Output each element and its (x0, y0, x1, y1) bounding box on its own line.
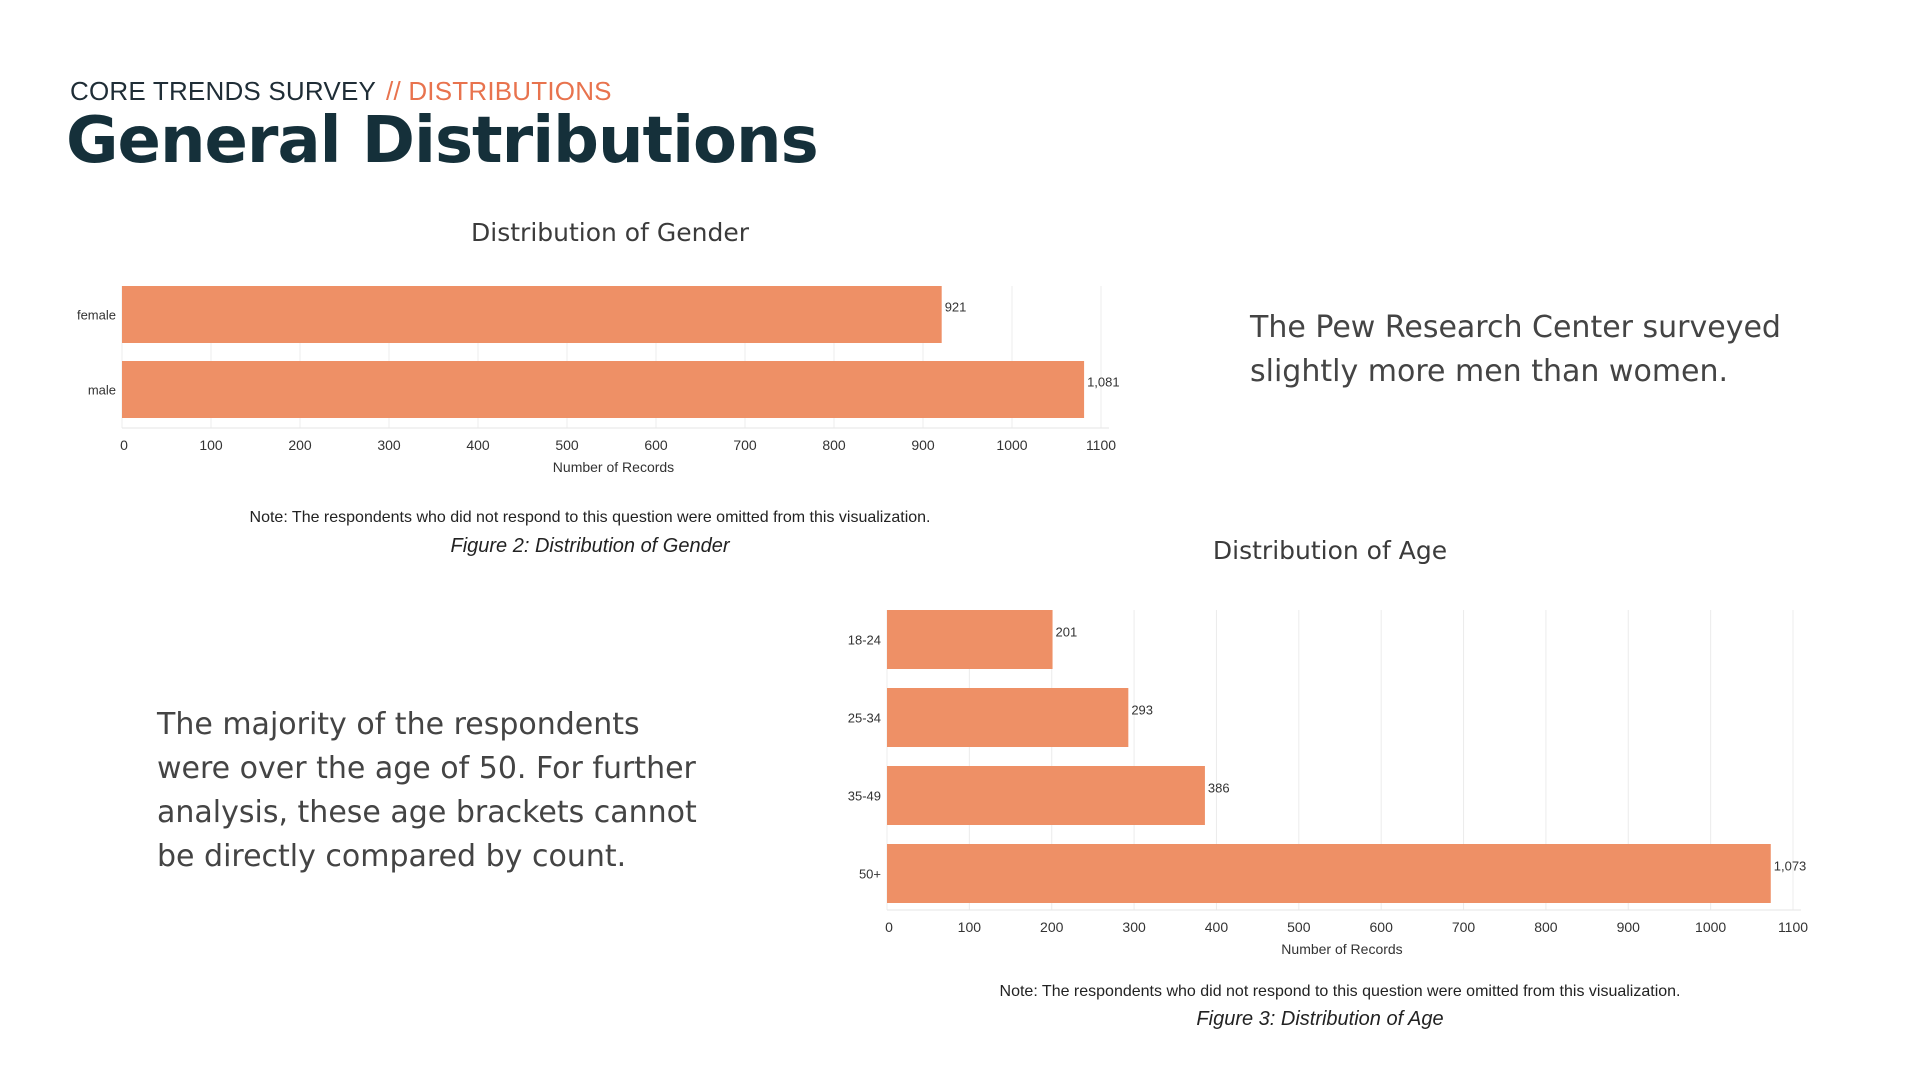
gender-bar (122, 286, 942, 343)
age-value-label: 1,073 (1774, 859, 1807, 874)
age-x-axis-label: Number of Records (1281, 941, 1402, 957)
age-category-label: 35-49 (848, 789, 881, 804)
gender-tick-label: 900 (911, 437, 935, 453)
age-tick-label: 700 (1452, 919, 1476, 935)
gender-value-label: 921 (945, 300, 967, 315)
gender-tick-label: 300 (377, 437, 401, 453)
gender-chart-note: Note: The respondents who did not respon… (249, 509, 931, 526)
age-category-label: 25-34 (848, 711, 881, 726)
age-value-label: 201 (1056, 625, 1078, 640)
kicker-label: CORE TRENDS SURVEY (70, 76, 377, 106)
gender-bar (122, 361, 1085, 418)
page-header: CORE TRENDS SURVEY // DISTRIBUTIONS (70, 76, 612, 107)
age-blurb-line: The majority of the respondents (157, 707, 640, 742)
gender-tick-label: 800 (822, 437, 846, 453)
gender-tick-label: 400 (466, 437, 490, 453)
gender-value-label: 1,081 (1087, 375, 1120, 390)
age-value-label: 386 (1208, 781, 1230, 796)
gender-chart-title: Distribution of Gender (471, 218, 749, 247)
age-blurb-line: analysis, these age brackets cannot (157, 795, 697, 830)
gender-tick-label: 200 (288, 437, 312, 453)
age-tick-label: 100 (958, 919, 982, 935)
age-blurb: The majority of the respondents were ove… (157, 703, 777, 879)
age-category-label: 18-24 (848, 633, 881, 648)
age-bar (887, 844, 1771, 903)
section-kicker: CORE TRENDS SURVEY // DISTRIBUTIONS (70, 76, 612, 107)
age-category-label: 50+ (859, 867, 881, 882)
gender-tick-label: 1100 (1086, 437, 1116, 453)
gender-blurb-line: The Pew Research Center surveyed (1250, 310, 1781, 345)
gender-tick-label: 0 (120, 437, 128, 453)
gender-tick-label: 700 (733, 437, 757, 453)
age-tick-label: 400 (1205, 919, 1229, 935)
age-tick-label: 300 (1122, 919, 1146, 935)
age-tick-label: 600 (1370, 919, 1394, 935)
age-blurb-line: be directly compared by count. (157, 839, 627, 874)
age-chart-caption: Figure 3: Distribution of Age (1196, 1008, 1444, 1030)
age-tick-label: 200 (1040, 919, 1064, 935)
age-chart-title: Distribution of Age (1212, 536, 1448, 565)
age-tick-label: 1100 (1778, 919, 1808, 935)
gender-x-axis-label: Number of Records (553, 459, 674, 475)
gender-category-label: male (88, 383, 116, 398)
gender-tick-label: 100 (199, 437, 223, 453)
gender-blurb-line: slightly more men than women. (1250, 354, 1729, 389)
age-chart-note: Note: The respondents who did not respon… (999, 983, 1681, 1000)
gender-tick-label: 600 (644, 437, 668, 453)
gender-tick-label: 1000 (996, 437, 1027, 453)
age-tick-label: 1000 (1695, 919, 1726, 935)
gender-tick-label: 500 (555, 437, 579, 453)
age-tick-label: 900 (1617, 919, 1641, 935)
age-bar (887, 610, 1053, 669)
age-tick-label: 0 (885, 919, 893, 935)
age-value-label: 293 (1131, 703, 1153, 718)
age-blurb-line: were over the age of 50. For further (157, 751, 696, 786)
gender-category-label: female (77, 308, 116, 323)
kicker-accent: // DISTRIBUTIONS (386, 76, 612, 106)
age-bar (887, 766, 1205, 825)
page-title: General Distributions (66, 104, 819, 178)
age-tick-label: 800 (1534, 919, 1558, 935)
gender-blurb: The Pew Research Center surveyed slightl… (1250, 306, 1870, 394)
gender-chart-caption: Figure 2: Distribution of Gender (450, 535, 730, 557)
age-tick-label: 500 (1287, 919, 1311, 935)
age-bar (887, 688, 1129, 747)
